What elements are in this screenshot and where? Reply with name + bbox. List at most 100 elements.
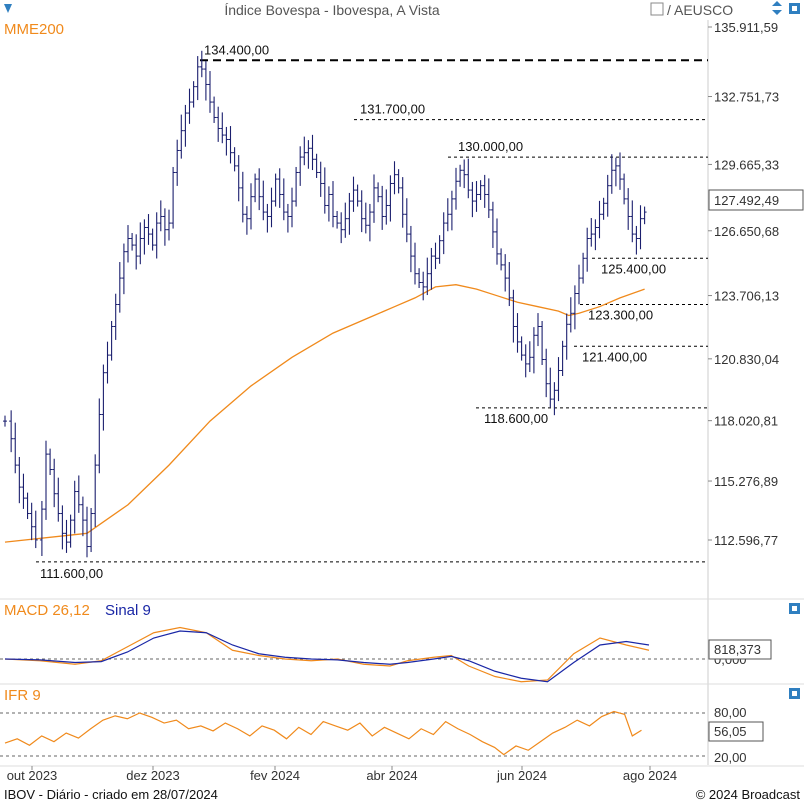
scroll-arrows-icon[interactable] xyxy=(772,1,782,15)
price-bar xyxy=(384,189,389,225)
restore-icon[interactable] xyxy=(789,3,800,14)
price-bar xyxy=(249,183,253,230)
price-bar xyxy=(109,320,114,361)
ifr-tick-20: 20,00 xyxy=(714,750,747,765)
price-bar xyxy=(117,262,122,313)
macd-line xyxy=(4,626,650,683)
price-bar xyxy=(367,203,372,242)
price-tick-label: 123.706,13 xyxy=(714,289,779,304)
price-bar xyxy=(380,185,385,230)
signal-line xyxy=(4,630,650,683)
price-bar xyxy=(363,202,368,234)
header: Índice Bovespa - Ibovespa, A Vista / AEU… xyxy=(4,1,800,38)
price-bar xyxy=(638,205,643,250)
ma-label: MME200 xyxy=(4,21,64,38)
price-bar xyxy=(474,181,479,212)
price-panel: 135.911,59 132.751,73 129.665,33 126.650,68… xyxy=(3,20,804,581)
price-tick-label: 115.276,89 xyxy=(714,474,778,489)
price-bar xyxy=(560,340,565,377)
price-bar xyxy=(548,367,553,408)
price-bar xyxy=(429,247,434,290)
last-price-box: 127.492,49 xyxy=(708,189,804,211)
price-bar xyxy=(499,248,504,271)
price-tick-label: 118.020,81 xyxy=(714,414,778,429)
price-bar xyxy=(290,187,294,228)
price-bar xyxy=(48,448,53,476)
price-bar xyxy=(29,502,34,541)
x-tick-label: fev 2024 xyxy=(250,768,300,783)
level-label: 111.600,00 xyxy=(40,566,103,581)
compare-checkbox[interactable] xyxy=(650,2,664,16)
price-bar xyxy=(630,200,635,243)
price-bar xyxy=(400,177,405,228)
price-bar xyxy=(622,173,627,205)
price-bar xyxy=(585,227,590,272)
price-bar xyxy=(121,243,126,295)
price-bar xyxy=(552,382,557,416)
price-bar xyxy=(3,415,7,427)
price-bar xyxy=(261,180,266,221)
price-bar xyxy=(404,198,409,243)
price-bar xyxy=(335,210,340,229)
price-bar xyxy=(462,159,467,189)
price-bar xyxy=(441,212,446,255)
price-bar xyxy=(175,139,180,186)
price-bar xyxy=(80,496,85,537)
price-bar xyxy=(113,293,118,340)
price-bar xyxy=(101,364,106,431)
price-bar xyxy=(392,161,397,195)
price-bar xyxy=(507,262,512,307)
price-bar xyxy=(138,222,143,265)
price-bar xyxy=(511,289,516,343)
price-tick-label: 120.830,04 xyxy=(714,352,779,367)
price-bar xyxy=(396,169,401,194)
x-tick-label: out 2023 xyxy=(7,768,58,783)
price-bar xyxy=(154,212,159,259)
price-bar xyxy=(162,208,167,246)
price-tick-label: 132.751,73 xyxy=(714,90,779,105)
price-tick-label: 126.650,68 xyxy=(714,224,779,239)
ifr-last-value: 56,05 xyxy=(714,724,747,739)
price-bar xyxy=(503,254,508,292)
price-bar xyxy=(515,313,520,353)
price-bar xyxy=(171,166,176,229)
price-bar xyxy=(232,147,237,172)
price-bar xyxy=(257,168,262,211)
x-axis: out 2023 dez 2023 fev 2024 abr 2024 jun 2024… xyxy=(7,766,677,783)
pin-icon[interactable] xyxy=(4,4,12,13)
price-bar xyxy=(183,104,188,147)
price-bar xyxy=(126,225,130,263)
price-bar xyxy=(244,206,249,235)
price-bar xyxy=(449,190,454,231)
ifr-restore-icon[interactable] xyxy=(789,688,800,699)
price-bar xyxy=(187,88,192,124)
price-bar xyxy=(593,219,598,251)
price-bar xyxy=(68,514,73,548)
price-bar xyxy=(105,341,110,384)
price-bar xyxy=(21,473,26,509)
footer-right: © 2024 Broadcast xyxy=(696,787,801,802)
level-label: 130.000,00 xyxy=(458,139,523,154)
price-bar xyxy=(351,176,356,212)
macd-last-box: 818,373 xyxy=(708,639,772,660)
price-bar xyxy=(39,500,44,556)
price-bar xyxy=(544,348,549,398)
signal-label: Sinal 9 xyxy=(105,602,151,619)
price-bar xyxy=(298,146,303,186)
x-tick-label: ago 2024 xyxy=(623,768,677,783)
price-bar xyxy=(294,166,299,207)
macd-restore-icon[interactable] xyxy=(789,603,800,614)
x-tick-label: abr 2024 xyxy=(366,768,417,783)
price-bar xyxy=(425,257,430,296)
price-y-axis: 135.911,59 132.751,73 129.665,33 126.650,68… xyxy=(708,20,779,548)
price-bar xyxy=(417,268,422,288)
ifr-tick-80: 80,00 xyxy=(714,705,747,720)
price-bar xyxy=(355,184,360,207)
price-bar xyxy=(195,56,200,101)
price-bar xyxy=(199,50,204,78)
price-bar xyxy=(523,344,528,378)
chart-title: Índice Bovespa - Ibovespa, A Vista xyxy=(224,2,440,18)
price-bar xyxy=(306,140,311,169)
price-bar xyxy=(347,192,352,235)
